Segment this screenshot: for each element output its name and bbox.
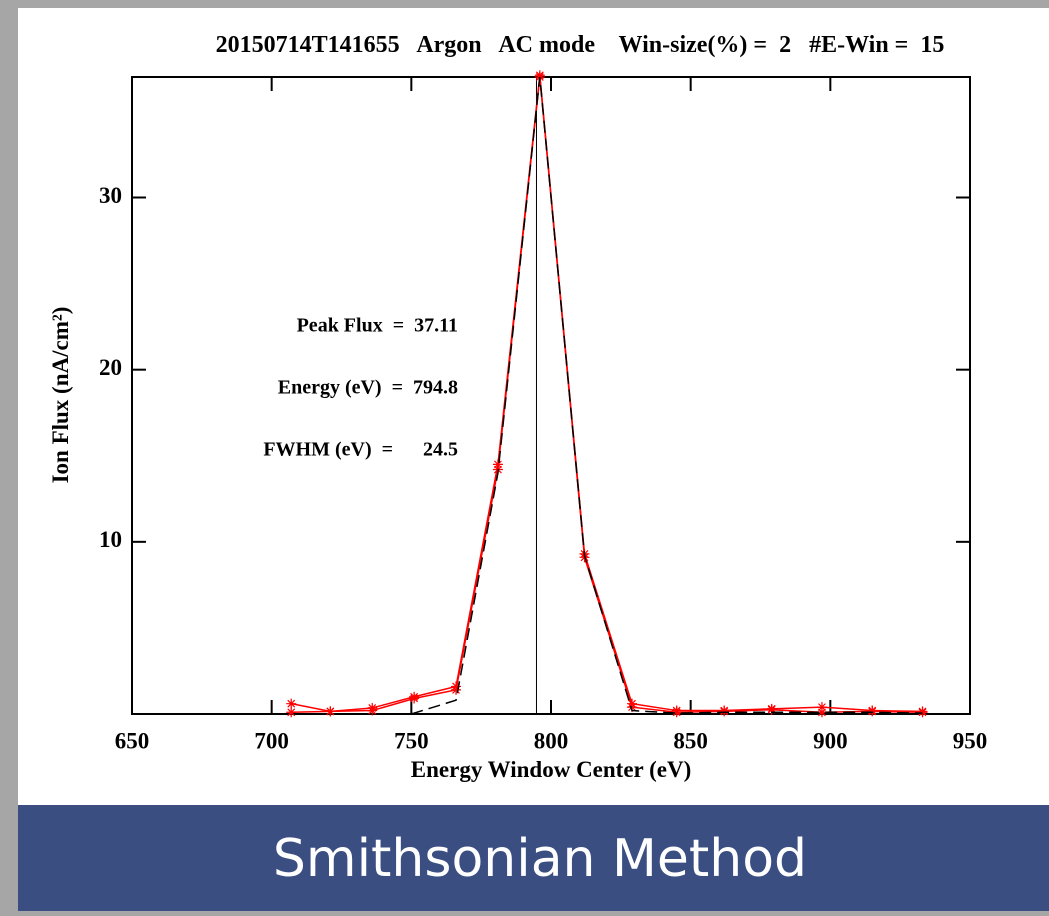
x-axis-label: Energy Window Center (eV) [411,757,691,782]
star-marker [816,707,827,718]
banner-text: Smithsonian Method [273,829,807,889]
annotation: Energy (eV) = 794.8 [278,377,458,399]
star-marker [367,705,378,716]
star-marker [286,698,297,709]
star-marker [627,702,638,713]
x-tick-label: 950 [953,728,988,753]
x-tick-label: 750 [394,728,429,753]
x-tick-label: 900 [813,728,848,753]
x-tick-label: 650 [115,728,150,753]
annotation: FWHM (eV) = 24.5 [263,439,458,461]
star-marker [917,707,928,718]
star-marker [671,707,682,718]
y-tick-label: 20 [99,355,122,380]
y-tick-label: 10 [99,527,122,552]
star-marker [867,706,878,717]
star-marker [325,706,336,717]
star-marker [409,693,420,704]
banner [18,805,1049,911]
series-line [411,76,923,715]
star-marker [816,702,827,713]
star-marker [451,684,462,695]
annotation: Peak Flux = 37.11 [297,315,458,337]
star-marker [766,704,777,715]
chart-title: 20150714T141655 Argon AC mode Win-size(%… [216,32,945,58]
x-tick-label: 800 [534,728,569,753]
star-marker [719,706,730,717]
x-tick-label: 700 [254,728,289,753]
star-marker [286,707,297,718]
y-tick-label: 30 [99,183,122,208]
x-tick-label: 850 [673,728,708,753]
y-axis-label: Ion Flux (nA/cm²) [48,307,73,484]
